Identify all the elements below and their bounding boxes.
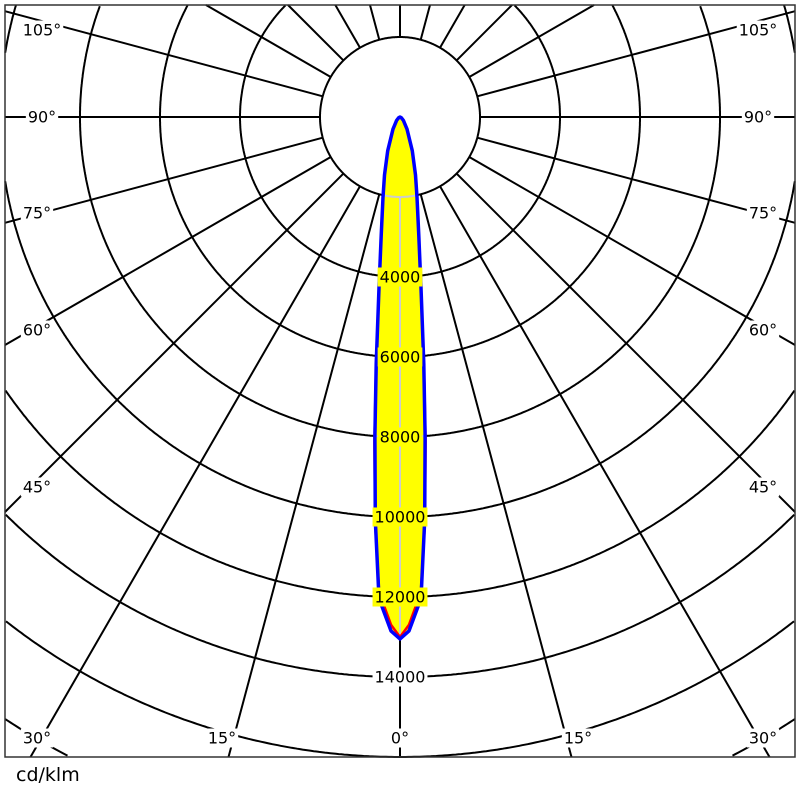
angle-label-right-bg [561, 728, 595, 748]
angle-label-right-text: 90° [744, 108, 772, 127]
radial-line-135 [455, 4, 513, 62]
angle-label-right-text: 15° [564, 729, 592, 748]
grid-circle-4000 [239, 4, 561, 278]
radial-line-330 [29, 185, 361, 758]
radial-tick-label-text: 4000 [380, 268, 421, 287]
axis-labels: 4000 6000 8000 10000 12000 14000 105° 90° 75° 60°… [20, 20, 780, 748]
angle-label-left-bg [20, 203, 54, 223]
radial-line-285 [4, 136, 323, 224]
angle-label-center-bg [388, 728, 412, 748]
angle-label-right-bg [736, 20, 780, 40]
angle-label-left: 45° [20, 477, 54, 497]
radial-tick-label-text: 8000 [380, 428, 421, 447]
angle-label-right-bg [746, 203, 780, 223]
angle-label-right-bg [741, 107, 775, 127]
radial-line-240 [205, 4, 332, 78]
angle-label-right: 90° [741, 107, 775, 127]
angle-label-left: 75° [20, 203, 54, 223]
angle-label-left-bg [20, 728, 54, 748]
radial-line-165 [419, 4, 431, 40]
angle-label-right-text: 60° [749, 321, 777, 340]
grid-circle-8000 [79, 5, 721, 438]
radial-tick-label-text: 10000 [375, 508, 426, 527]
angle-label-right: 30° [746, 728, 780, 748]
angle-label-left-bg [20, 20, 64, 40]
angle-label-center: 0° [388, 728, 412, 748]
series-line-blue [373, 115, 427, 641]
grid-circle-14000 [5, 513, 795, 678]
radial-line-30 [439, 185, 771, 758]
angle-label-left: 60° [20, 320, 54, 340]
angle-label-right-text: 45° [749, 478, 777, 497]
angle-label-left-bg [25, 107, 59, 127]
radial-line-345 [227, 194, 381, 758]
radial-tick-label-bg [377, 347, 423, 367]
angle-label-left-bg [205, 728, 239, 748]
radial-tick-label: 12000 [372, 587, 428, 607]
angle-label-left-bg [20, 320, 54, 340]
angle-label-right-bg [746, 477, 780, 497]
radial-line-120 [468, 4, 595, 78]
radial-tick-label: 14000 [372, 667, 428, 687]
radial-line-195 [369, 4, 381, 40]
radial-line-315 [4, 172, 345, 513]
unit-label: cd/klm [16, 764, 80, 786]
radial-line-75 [477, 136, 796, 224]
radial-tick-label-text: 12000 [375, 588, 426, 607]
radial-tick-label-bg [377, 427, 423, 447]
series-lines [373, 115, 427, 641]
radial-line-60 [468, 156, 796, 346]
radial-tick-label: 8000 [377, 427, 423, 447]
angle-label-left-bg [20, 477, 54, 497]
polar-grid [4, 4, 796, 758]
angle-label-right: 75° [746, 203, 780, 223]
angle-label-left: 15° [205, 728, 239, 748]
plot-frame [4, 4, 796, 758]
angle-label-left-text: 75° [23, 204, 51, 223]
angle-label-right: 45° [746, 477, 780, 497]
radial-tick-label-bg [372, 587, 428, 607]
angle-label-left-text: 15° [208, 729, 236, 748]
radial-line-15 [419, 194, 573, 758]
grid-circle-16000 [5, 620, 795, 758]
grid-circle-10000 [4, 4, 796, 518]
radial-line-150 [439, 4, 466, 49]
grid-circle-6000 [159, 4, 641, 358]
radial-line-225 [287, 4, 345, 62]
angle-label-center-text: 0° [391, 729, 409, 748]
angle-label-left-text: 90° [28, 108, 56, 127]
angle-label-right-text: 30° [749, 729, 777, 748]
radial-tick-label-bg [372, 667, 428, 687]
angle-label-right: 15° [561, 728, 595, 748]
radial-tick-label-bg [372, 507, 428, 527]
radial-tick-label-text: 14000 [375, 668, 426, 687]
angle-label-right-text: 105° [739, 21, 778, 40]
angle-label-left-text: 30° [23, 729, 51, 748]
radial-tick-label: 4000 [377, 267, 423, 287]
angle-label-left: 30° [20, 728, 54, 748]
radial-tick-label: 10000 [372, 507, 428, 527]
angle-label-left-text: 60° [23, 321, 51, 340]
radial-line-210 [334, 4, 361, 49]
angle-label-right-bg [746, 320, 780, 340]
angle-label-left-text: 45° [23, 478, 51, 497]
radial-line-300 [4, 156, 332, 346]
radial-tick-label: 6000 [377, 347, 423, 367]
radial-line-45 [455, 172, 796, 513]
angle-label-right: 105° [736, 20, 780, 40]
angle-label-right-text: 75° [749, 204, 777, 223]
angle-label-left: 105° [20, 20, 64, 40]
angle-label-right: 60° [746, 320, 780, 340]
angle-label-left: 90° [25, 107, 59, 127]
polar-grid-overlay [374, 117, 426, 639]
angle-label-right-bg [746, 728, 780, 748]
angle-label-left-text: 105° [23, 21, 62, 40]
radial-tick-label-text: 6000 [380, 348, 421, 367]
grid-circle-12000 [4, 390, 796, 598]
radial-tick-label-bg [377, 267, 423, 287]
